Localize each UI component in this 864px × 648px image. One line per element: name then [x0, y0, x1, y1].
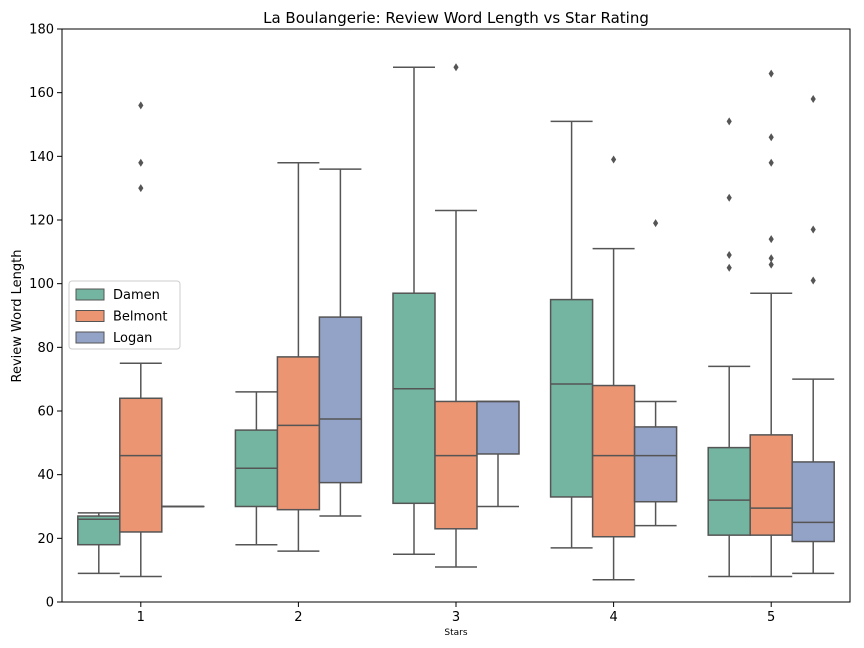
y-tick-label: 60 — [37, 405, 54, 420]
box-iqr — [476, 400, 520, 455]
outlier-point — [810, 225, 816, 234]
box-iqr — [434, 400, 478, 530]
x-tick-label: 5 — [767, 610, 775, 625]
outlier-point — [726, 193, 732, 202]
y-tick-label: 140 — [29, 150, 54, 165]
outlier-point — [768, 133, 774, 142]
outlier-point — [726, 263, 732, 272]
y-tick-label: 80 — [37, 341, 54, 356]
y-axis-label: Review Word Length — [10, 250, 25, 383]
legend: Damen Belmont Logan — [68, 280, 181, 350]
outlier-point — [726, 117, 732, 126]
box-belmont-4 — [591, 155, 636, 581]
box-logan-3 — [476, 400, 520, 508]
box-iqr — [591, 384, 636, 538]
chart-title: La Boulangerie: Review Word Length vs St… — [263, 9, 649, 27]
x-tick-label: 3 — [452, 610, 460, 625]
outlier-point — [810, 95, 816, 104]
box-iqr — [392, 292, 436, 505]
box-belmont-1 — [119, 101, 163, 578]
x-axis-label: Stars — [444, 628, 467, 638]
box-logan-5 — [791, 95, 835, 575]
outlier-point — [138, 184, 144, 193]
outlier-point — [138, 158, 144, 167]
x-tick-label: 1 — [137, 610, 145, 625]
box-iqr — [633, 426, 678, 503]
outlier-point — [726, 251, 732, 260]
outlier-point — [768, 260, 774, 269]
y-tick-label: 40 — [37, 468, 54, 483]
legend-swatch-logan — [75, 331, 105, 344]
y-tick-label: 20 — [37, 532, 54, 547]
y-tick-label: 160 — [29, 86, 54, 101]
boxes-layer — [77, 63, 835, 581]
box-damen-5 — [707, 117, 751, 578]
legend-swatch-damen — [75, 288, 105, 301]
outlier-point — [768, 158, 774, 167]
legend-label-damen: Damen — [113, 288, 160, 303]
legend-label-logan: Logan — [113, 331, 152, 346]
y-tick-label: 0 — [46, 596, 54, 611]
box-damen-4 — [549, 120, 594, 549]
outlier-point — [453, 63, 459, 72]
outlier-point — [768, 69, 774, 78]
box-belmont-2 — [276, 161, 321, 552]
outlier-point — [768, 254, 774, 263]
box-damen-3 — [392, 66, 436, 555]
y-tick-label: 180 — [29, 23, 54, 38]
box-logan-2 — [318, 168, 363, 517]
outlier-point — [653, 219, 659, 228]
box-belmont-5 — [749, 69, 793, 578]
y-tick-label: 120 — [29, 214, 54, 229]
axes-layer: 0 20 40 60 80 100 120 140 160 180 1 2 3 4 5 — [29, 23, 851, 625]
box-damen-2 — [234, 391, 279, 546]
outlier-point — [611, 155, 617, 164]
outlier-point — [768, 235, 774, 244]
box-iqr — [749, 434, 793, 536]
box-iqr — [318, 316, 363, 484]
box-iqr — [77, 515, 121, 546]
box-iqr — [549, 298, 594, 498]
box-damen-1 — [77, 512, 121, 575]
outlier-point — [810, 276, 816, 285]
box-belmont-3 — [434, 63, 478, 568]
box-iqr — [276, 356, 321, 511]
x-tick-label: 2 — [294, 610, 302, 625]
box-logan-4 — [633, 219, 678, 527]
x-tick-label: 4 — [609, 610, 617, 625]
box-iqr — [707, 446, 751, 536]
box-iqr — [119, 397, 163, 533]
y-tick-label: 100 — [29, 277, 54, 292]
legend-swatch-belmont — [75, 310, 105, 322]
box-iqr — [791, 461, 835, 543]
legend-label-belmont: Belmont — [113, 310, 167, 325]
outlier-point — [138, 101, 144, 110]
